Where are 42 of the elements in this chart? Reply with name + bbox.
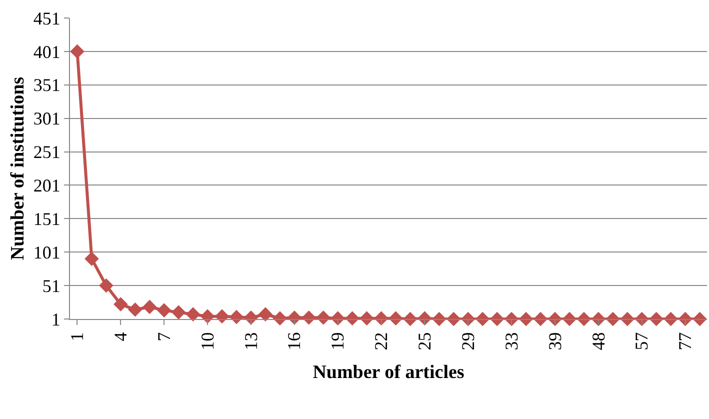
point — [258, 307, 273, 322]
x-tick-label: 4 — [110, 332, 131, 342]
point — [70, 44, 84, 59]
x-tick-label: 22 — [371, 332, 392, 350]
point — [360, 311, 374, 326]
y-tick-label: 301 — [33, 108, 60, 129]
x-tick-label: 10 — [197, 332, 218, 350]
point — [374, 311, 388, 326]
y-tick-label: 151 — [33, 208, 60, 229]
point — [84, 252, 99, 266]
y-tick-label: 351 — [33, 75, 60, 96]
x-tick-label: 13 — [240, 332, 261, 350]
y-axis-title: Number of institutions — [7, 76, 28, 260]
x-tick-label: 19 — [328, 332, 348, 350]
point — [156, 303, 172, 318]
y-tick-label: 201 — [33, 176, 60, 196]
point — [99, 278, 114, 293]
point — [345, 311, 360, 326]
x-tick-label: 16 — [284, 332, 304, 350]
x-tick-label: 77 — [675, 332, 696, 350]
point — [142, 300, 157, 314]
point — [128, 302, 142, 317]
x-tick-label: 29 — [458, 332, 478, 350]
x-tick-label: 57 — [632, 332, 652, 350]
x-tick-label: 25 — [414, 332, 435, 350]
y-tick-label: 101 — [33, 242, 60, 262]
y-tick-label: 401 — [33, 42, 60, 62]
point — [229, 310, 244, 324]
x-tick-label: 1 — [67, 332, 88, 342]
point — [186, 307, 200, 322]
x-tick-label: 33 — [501, 332, 522, 350]
point — [114, 297, 128, 312]
point — [388, 311, 403, 326]
y-tick-label: 51 — [42, 276, 60, 296]
point — [418, 311, 432, 326]
point — [171, 305, 186, 320]
x-axis-title: Number of articles — [312, 362, 464, 383]
x-tick-label: 39 — [544, 332, 565, 350]
y-tick-label: 251 — [33, 142, 60, 162]
x-tick-label: 48 — [588, 332, 608, 350]
y-tick-label: 451 — [33, 8, 60, 28]
x-tick-label: 7 — [154, 332, 174, 342]
